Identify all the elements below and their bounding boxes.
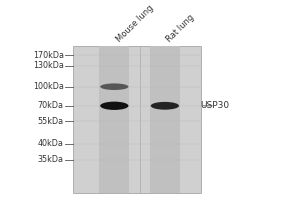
Ellipse shape: [100, 83, 128, 90]
Text: 35kDa: 35kDa: [38, 155, 64, 164]
Ellipse shape: [100, 102, 128, 110]
Text: Mouse lung: Mouse lung: [114, 4, 155, 44]
Text: 100kDa: 100kDa: [33, 82, 64, 91]
Bar: [73, 46, 200, 193]
Text: 130kDa: 130kDa: [33, 61, 64, 70]
Text: 40kDa: 40kDa: [38, 139, 64, 148]
Text: 170kDa: 170kDa: [33, 51, 64, 60]
Bar: [150, 46, 180, 193]
Text: USP30: USP30: [200, 101, 230, 110]
Text: 70kDa: 70kDa: [38, 101, 64, 110]
Text: 55kDa: 55kDa: [38, 117, 64, 126]
Ellipse shape: [151, 102, 179, 110]
Text: Rat lung: Rat lung: [165, 13, 196, 44]
Bar: [100, 46, 129, 193]
